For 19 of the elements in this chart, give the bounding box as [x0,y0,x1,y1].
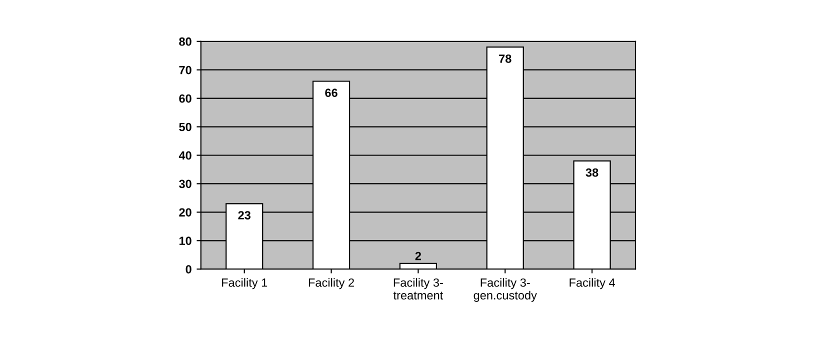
x-tick-label: Facility 2 [308,278,354,290]
x-tick-label: Facility 3- treatment [393,278,444,300]
y-tick-label: 40 [178,151,192,160]
data-label: 78 [499,54,512,63]
y-tick-label: 0 [186,265,192,274]
x-tick-label: Facility 3- gen.custody [474,278,537,302]
y-tick-label: 80 [179,37,192,46]
y-tick-label: 60 [179,94,192,103]
x-tick-label: Facility 1 [222,278,268,290]
data-label: 66 [325,88,338,98]
y-tick-label: 50 [179,122,192,132]
y-tick-label: 10 [179,236,192,246]
data-label: 23 [238,211,250,220]
y-tick-label: 30 [179,180,192,188]
y-tick-label: 20 [179,208,192,217]
x-tick-label: Facility 4 [570,278,615,290]
y-tick-label: 70 [179,66,192,74]
data-label: 38 [586,168,598,177]
data-label: 2 [415,252,422,260]
